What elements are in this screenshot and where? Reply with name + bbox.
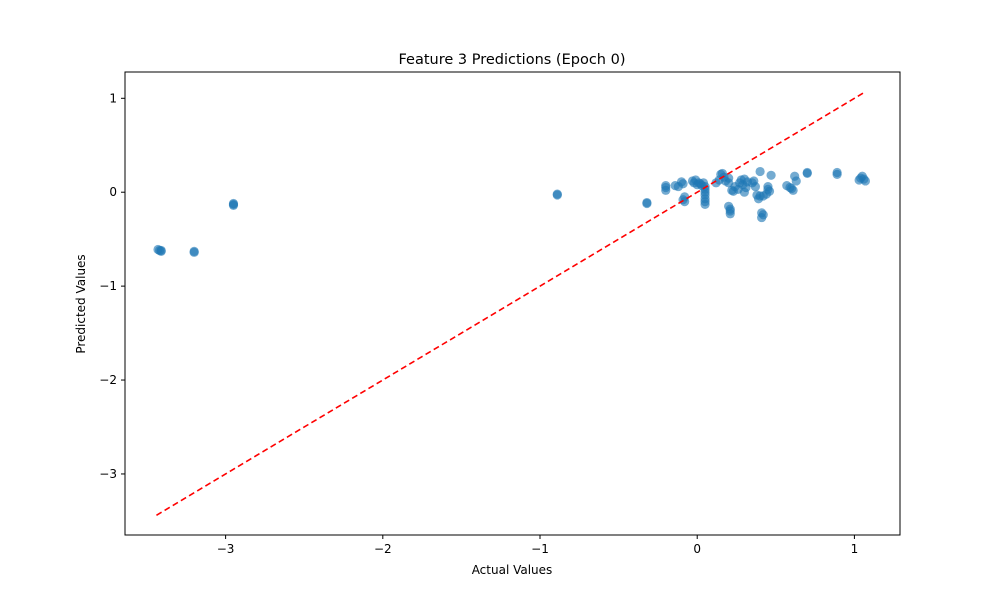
reference-line (156, 91, 865, 516)
y-tick-label: 1 (109, 91, 117, 105)
data-point (788, 185, 798, 195)
y-tick-label: 0 (109, 185, 117, 199)
data-point (156, 245, 166, 256)
data-point (758, 210, 768, 220)
data-point (661, 181, 671, 191)
y-tick-label: −2 (99, 373, 117, 387)
data-point (552, 190, 562, 200)
chart-title: Feature 3 Predictions (Epoch 0) (399, 52, 626, 68)
x-tick-label: 1 (851, 542, 859, 556)
data-point (700, 199, 710, 210)
x-axis: −3 −2 −1 0 1 (217, 535, 858, 556)
data-point (228, 199, 239, 210)
x-tick-label: 0 (693, 542, 701, 556)
data-point (189, 247, 199, 257)
y-tick-label: −3 (99, 467, 117, 481)
y-tick-label: −1 (99, 279, 117, 293)
data-point (802, 167, 812, 178)
data-point (755, 166, 765, 177)
y-axis: −3 −2 −1 0 1 (99, 91, 125, 481)
plot-area (153, 91, 871, 516)
x-tick-label: −3 (217, 542, 235, 556)
data-point (860, 176, 871, 186)
data-point (764, 186, 775, 196)
x-tick-label: −2 (374, 542, 392, 556)
data-point (791, 176, 801, 186)
data-point (680, 197, 690, 207)
x-tick-label: −1 (531, 542, 549, 556)
data-point (642, 198, 652, 209)
data-point (766, 170, 776, 180)
y-axis-label: Predicted Values (74, 254, 88, 353)
data-point (725, 209, 735, 219)
x-axis-label: Actual Values (472, 563, 553, 577)
plot-frame (124, 71, 901, 536)
data-point (750, 181, 760, 192)
data-point (832, 167, 842, 178)
data-point (678, 179, 688, 189)
